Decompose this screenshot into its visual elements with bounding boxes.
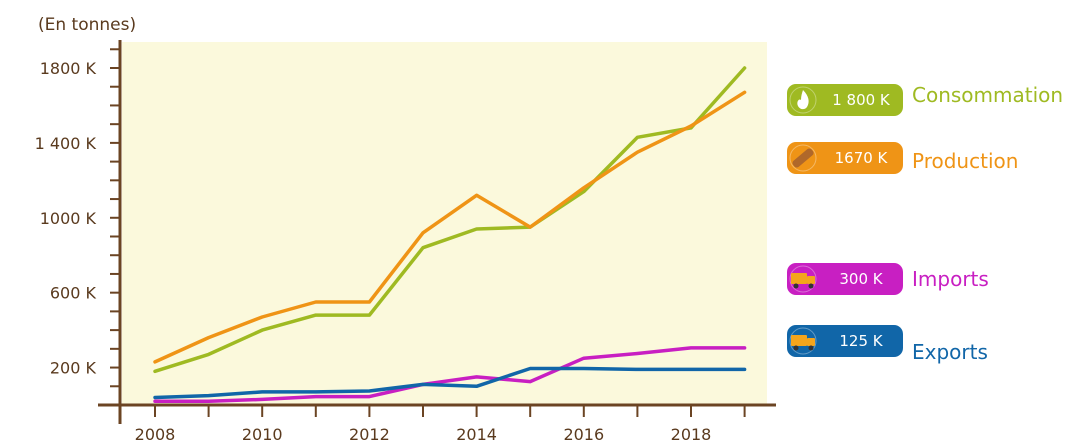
unit-label: (En tonnes): [38, 15, 136, 35]
x-tick-label: 2018: [671, 425, 712, 443]
legend-item-imports: 300 K Imports: [787, 263, 989, 295]
legend: 1 800 K Consommation 1670 K Production 300 K…: [787, 83, 1063, 364]
truck-icon: [789, 327, 817, 355]
y-tick-label: 1000 K: [40, 209, 97, 228]
series-lines: [153, 66, 747, 404]
legend-item-exports: 125 K Exports: [787, 325, 988, 364]
x-tick-label: 2014: [456, 425, 497, 443]
legend-item-consommation: 1 800 K Consommation: [787, 83, 1063, 116]
legend-badge: [787, 142, 903, 174]
legend-badge: [787, 325, 903, 357]
y-tick-label: 1800 K: [40, 59, 97, 78]
legend-label: Consommation: [912, 83, 1063, 107]
series-line-exports: [153, 366, 747, 400]
series-line-imports: [153, 346, 747, 404]
log-icon: [789, 144, 817, 172]
y-tick-label: 600 K: [50, 284, 97, 303]
x-axis-ticks: 2008 2010 2012 2014 2016 2018: [135, 405, 746, 443]
legend-badge: [787, 263, 903, 295]
x-tick-label: 2010: [242, 425, 283, 443]
series-line-production: [153, 90, 747, 364]
x-tick-label: 2016: [563, 425, 604, 443]
y-tick-label: 200 K: [50, 359, 97, 378]
y-tick-label: 1 400 K: [35, 134, 97, 153]
legend-value: 125 K: [839, 332, 883, 350]
legend-label: Imports: [912, 267, 989, 291]
legend-label: Exports: [912, 340, 988, 364]
legend-value: 1670 K: [835, 149, 889, 167]
legend-badge: [787, 84, 903, 116]
truck-icon: [789, 265, 817, 293]
legend-label: Production: [912, 149, 1018, 173]
legend-item-production: 1670 K Production: [787, 142, 1018, 174]
flame-icon: [789, 86, 817, 114]
legend-value: 1 800 K: [832, 91, 891, 109]
x-tick-label: 2012: [349, 425, 390, 443]
x-tick-label: 2008: [135, 425, 176, 443]
y-axis-ticks: 200 K 600 K 1000 K 1 400 K 1800 K: [35, 48, 120, 388]
legend-value: 300 K: [839, 270, 883, 288]
series-line-consommation: [153, 66, 747, 374]
